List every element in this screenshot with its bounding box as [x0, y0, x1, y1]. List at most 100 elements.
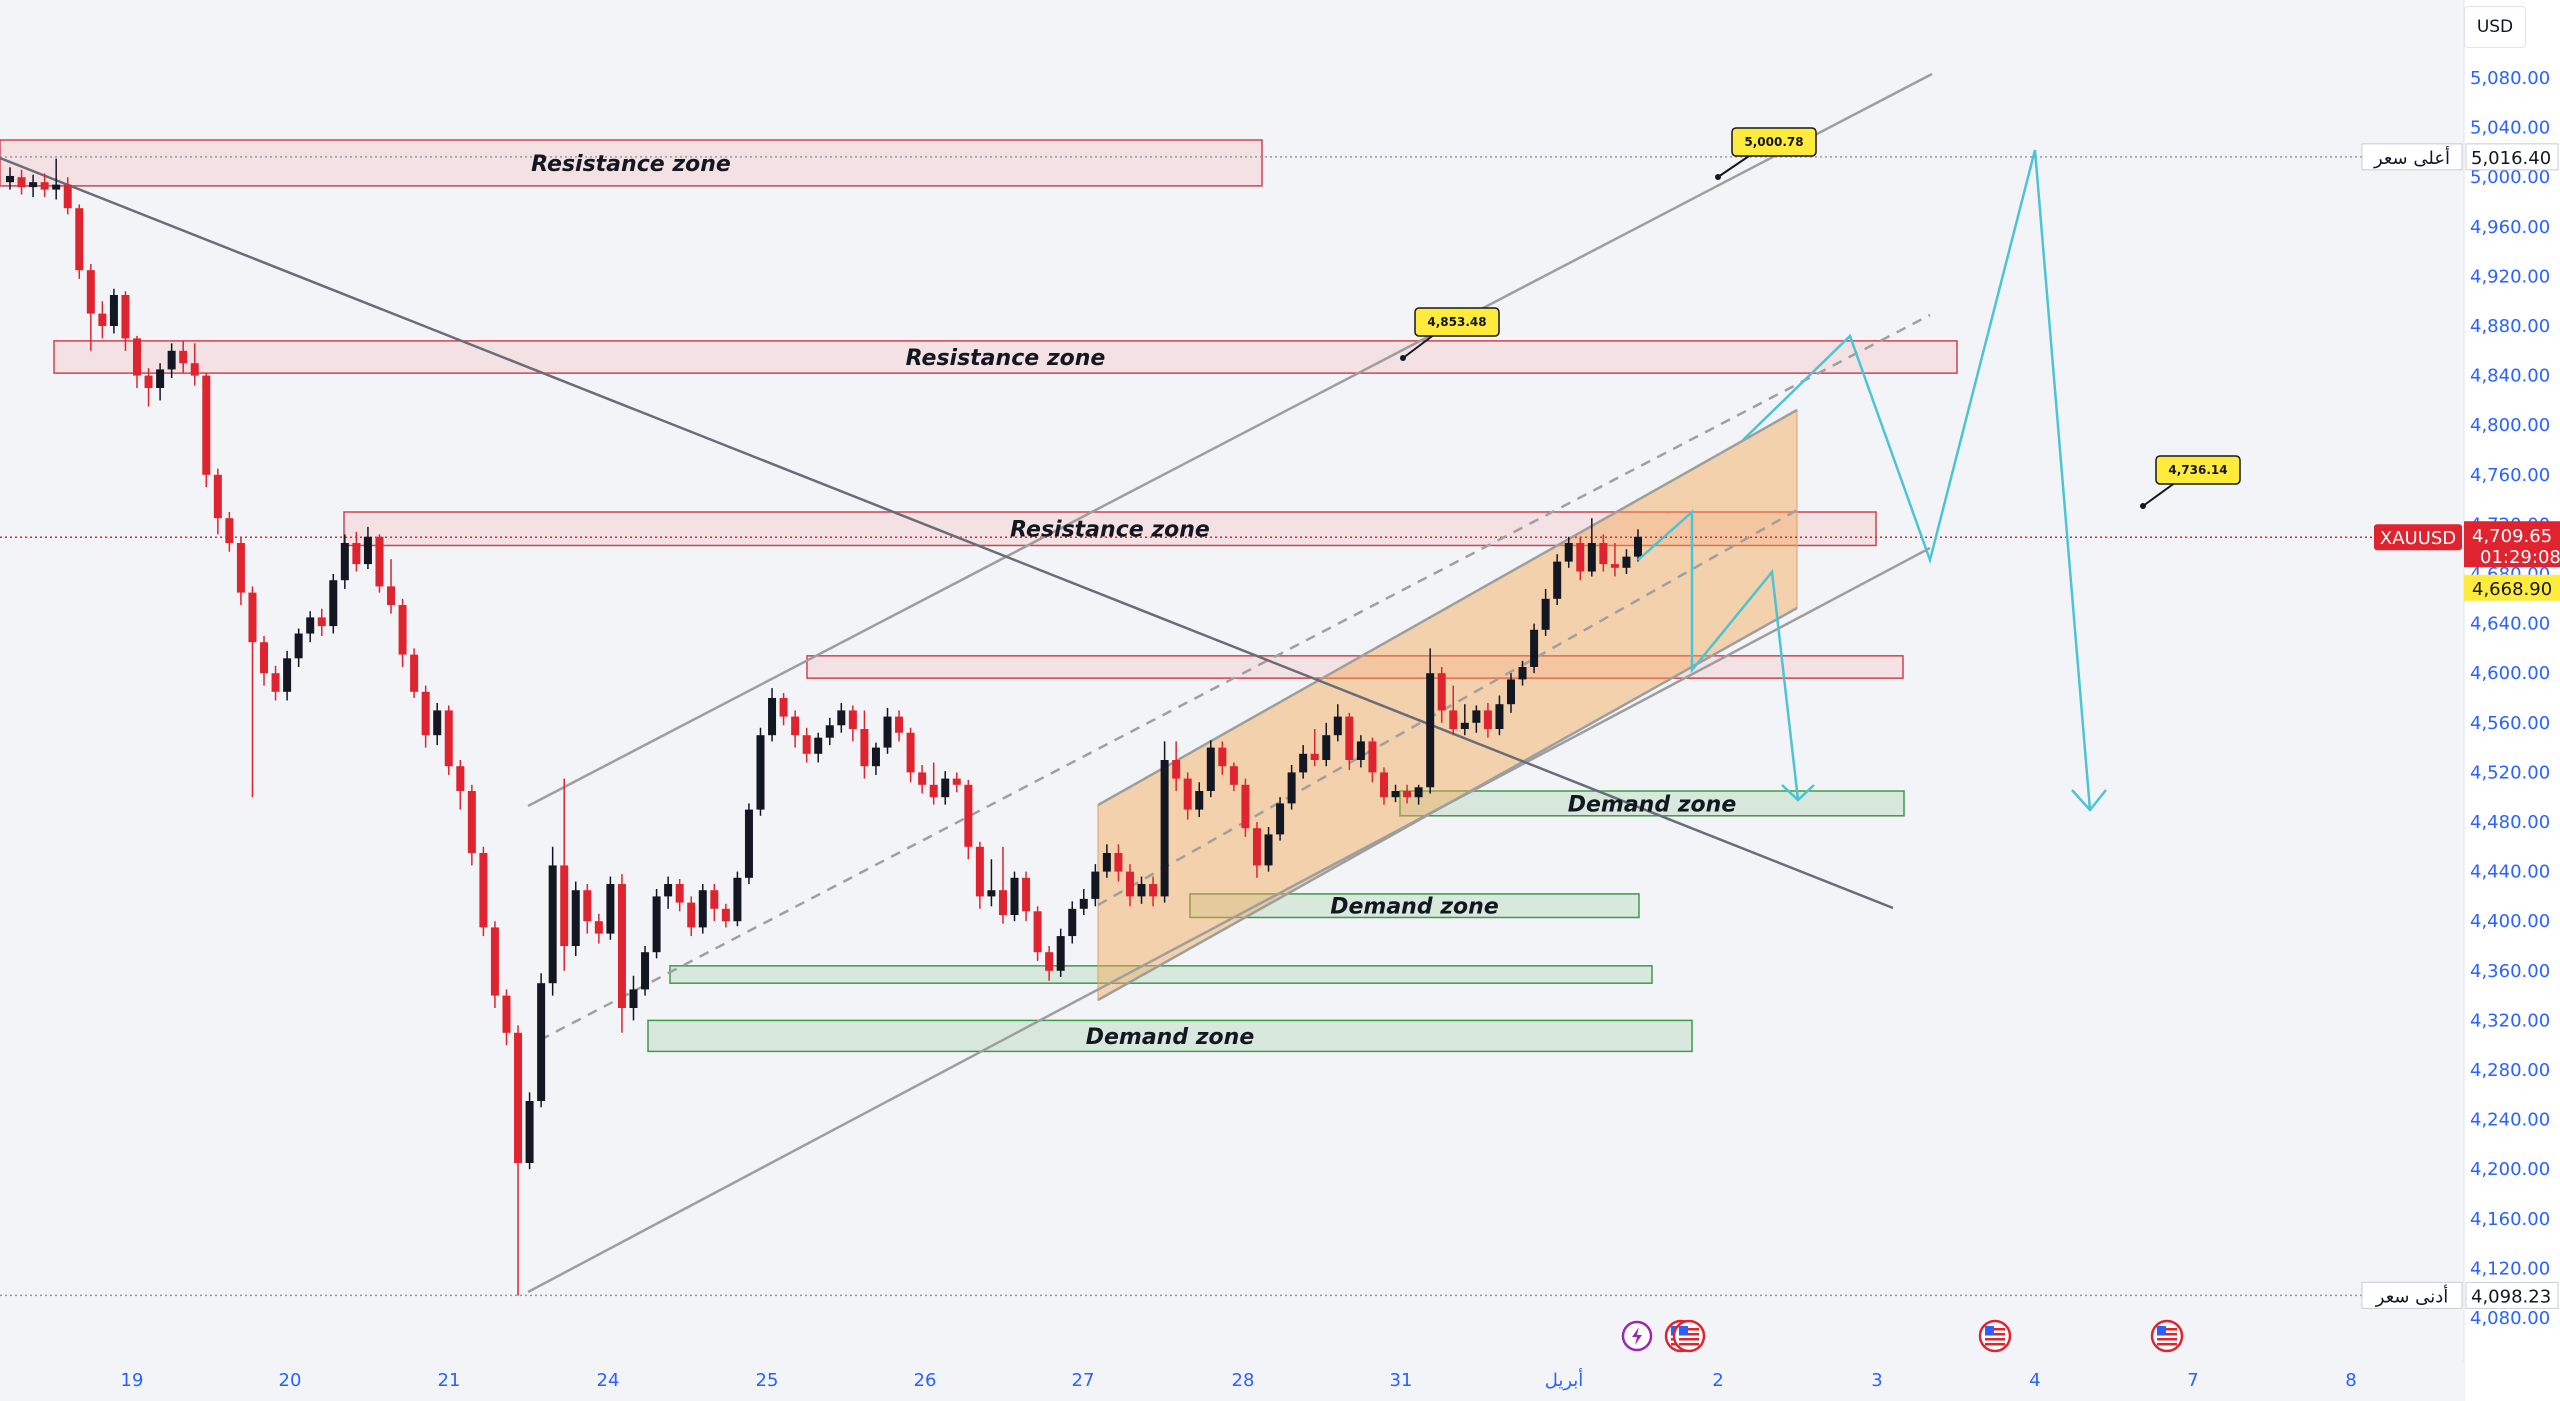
candle — [1564, 536, 1573, 568]
candle-body — [860, 729, 869, 767]
candle — [1241, 778, 1250, 837]
price-tick-label: 4,360.00 — [2470, 961, 2550, 982]
low-price-box — [2465, 1281, 2559, 1309]
candle — [860, 710, 869, 779]
candle — [825, 717, 834, 746]
candle — [1022, 871, 1031, 922]
candle-body — [248, 592, 257, 643]
candle-body — [525, 1101, 534, 1163]
candle — [1506, 673, 1515, 713]
candle — [1437, 667, 1446, 723]
time-tick-label: 8 — [2345, 1370, 2356, 1391]
candle-body — [444, 710, 453, 767]
time-tick-label: أبريل — [1545, 1368, 1584, 1391]
time-axis[interactable] — [0, 1362, 2464, 1401]
candle — [213, 468, 222, 535]
candle-body — [1160, 760, 1169, 897]
candle — [571, 881, 580, 956]
candle-body — [1010, 877, 1019, 915]
us-flag-icon[interactable] — [1978, 1319, 2012, 1353]
candle — [236, 536, 245, 605]
candle-body — [340, 543, 349, 581]
candle-body — [1033, 911, 1042, 953]
candle — [179, 340, 188, 374]
candle-body — [571, 890, 580, 946]
candle-body — [86, 270, 95, 314]
candle — [1403, 784, 1412, 804]
time-tick-label: 20 — [279, 1370, 302, 1391]
currency-button[interactable]: USD — [2464, 6, 2526, 48]
candle-body — [1541, 598, 1550, 630]
candle-body — [594, 921, 603, 934]
candle — [929, 762, 938, 805]
candle-body — [1022, 877, 1031, 912]
price-tick-label: 5,080.00 — [2470, 68, 2550, 89]
candle — [1299, 745, 1308, 779]
candle-body — [1460, 722, 1469, 729]
candle-body — [329, 580, 338, 627]
candle-body — [1483, 710, 1492, 729]
flash-icon[interactable] — [1621, 1320, 1653, 1352]
candle — [1356, 735, 1365, 768]
us-flag-icon[interactable] — [1672, 1319, 1706, 1353]
candle-body — [606, 884, 615, 934]
symbol-tag — [2374, 524, 2462, 551]
prev-price-value: 4,668.90 — [2472, 579, 2552, 600]
high-price-box — [2465, 143, 2559, 171]
time-tick-label: 3 — [1871, 1370, 1882, 1391]
candle — [502, 989, 511, 1046]
candle-body — [190, 363, 199, 376]
candle-body — [1426, 673, 1435, 788]
channel-upper-line — [527, 72, 1933, 808]
candle — [1010, 871, 1019, 922]
price-tick-label: 4,480.00 — [2470, 812, 2550, 833]
candle — [941, 771, 950, 805]
candle-body — [952, 778, 961, 785]
candle — [895, 710, 904, 742]
candle-body — [918, 772, 927, 785]
candle — [225, 512, 234, 552]
candle — [202, 373, 211, 488]
candle-body — [652, 896, 661, 953]
us-flag-icon[interactable] — [2150, 1319, 2184, 1353]
candle-body — [929, 784, 938, 798]
price-tick-label: 4,600.00 — [2470, 663, 2550, 684]
candle — [606, 876, 615, 940]
candle-body — [109, 295, 118, 326]
candle — [1599, 534, 1608, 572]
candle — [490, 921, 499, 1008]
candle-body — [479, 853, 488, 928]
candle-body — [768, 698, 777, 736]
high-price-label: أعلى سعر — [2373, 146, 2450, 169]
candle — [1102, 844, 1111, 878]
candle — [664, 876, 673, 909]
time-tick-label: 26 — [914, 1370, 937, 1391]
candle — [387, 559, 396, 614]
candle — [1218, 741, 1227, 775]
callout-label: 4,736.14 — [2168, 463, 2227, 477]
candle-body — [814, 737, 823, 754]
price-axis[interactable] — [2464, 0, 2560, 1401]
candle — [1183, 772, 1192, 820]
candle-body — [1472, 710, 1481, 723]
candle — [1553, 554, 1562, 605]
candle — [560, 778, 569, 971]
candle — [375, 534, 384, 593]
price-tick-label: 4,800.00 — [2470, 415, 2550, 436]
candle-body — [29, 182, 38, 188]
candle — [1449, 685, 1458, 736]
candle-body — [1114, 853, 1123, 872]
candle — [1252, 822, 1261, 878]
time-tick-label: 19 — [121, 1370, 144, 1391]
candle-body — [675, 884, 684, 903]
price-tick-label: 4,320.00 — [2470, 1010, 2550, 1031]
time-tick-label: 25 — [756, 1370, 779, 1391]
price-callout: 5,000.78 — [1715, 127, 1817, 180]
countdown-timer: 01:29:08 — [2480, 547, 2560, 568]
candle-body — [144, 375, 153, 388]
candle-body — [1172, 760, 1181, 779]
channel-lower-line — [527, 546, 1931, 1294]
candle — [952, 772, 961, 793]
